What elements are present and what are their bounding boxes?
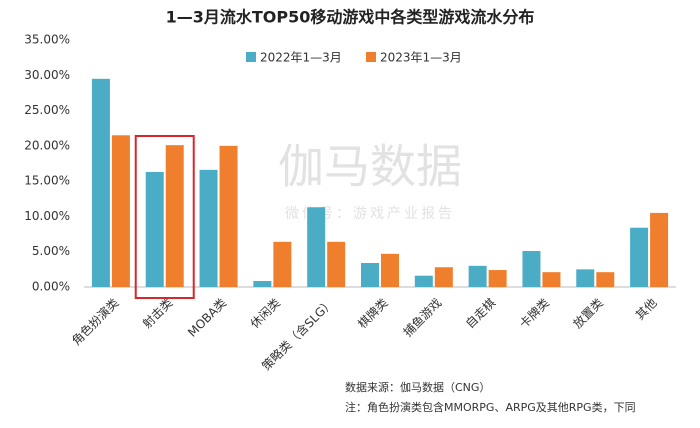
bar xyxy=(111,135,130,287)
highlight-box xyxy=(134,135,195,299)
x-tick-label: 休闲类 xyxy=(248,296,283,331)
bar xyxy=(165,145,184,287)
bar xyxy=(522,251,541,287)
legend-swatch xyxy=(366,52,376,62)
y-tick-label: 20.00% xyxy=(24,138,70,152)
x-tick-label: 角色扮演类 xyxy=(68,295,121,348)
x-tick-label: 捕鱼游戏 xyxy=(400,295,445,340)
chart-title: 1—3月流水TOP50移动游戏中各类型游戏流水分布 xyxy=(166,8,535,27)
legend-swatch xyxy=(246,52,256,62)
y-tick-label: 10.00% xyxy=(24,209,70,223)
x-tick-label: 卡牌类 xyxy=(517,296,552,331)
bar xyxy=(273,241,292,287)
x-tick-label: 其他 xyxy=(633,296,660,323)
y-tick-label: 0.00% xyxy=(32,280,70,294)
bar xyxy=(576,269,595,287)
x-tick-label: MOBA类 xyxy=(185,296,229,340)
bar xyxy=(596,272,615,287)
x-tick-label: 棋牌类 xyxy=(355,296,390,331)
bar xyxy=(434,267,453,287)
watermark-sub: 微信号：游戏产业报告 xyxy=(285,206,455,222)
bar xyxy=(361,263,379,287)
watermark: 伽马数据 xyxy=(278,140,462,194)
bar xyxy=(650,212,669,287)
bar xyxy=(381,253,399,287)
bar xyxy=(145,171,164,287)
x-tick-label: 放置类 xyxy=(570,295,606,331)
bar xyxy=(414,275,433,287)
bar xyxy=(91,78,110,287)
y-tick-label: 5.00% xyxy=(32,244,70,258)
bar xyxy=(219,145,238,287)
y-tick-label: 30.00% xyxy=(24,68,70,82)
bar xyxy=(307,207,326,287)
legend-label: 2022年1—3月 xyxy=(260,51,342,65)
y-tick-label: 15.00% xyxy=(24,174,70,188)
legend-label: 2023年1—3月 xyxy=(380,51,462,65)
y-tick-label: 35.00% xyxy=(24,33,70,47)
bar xyxy=(488,270,507,287)
bar xyxy=(542,272,561,287)
bar xyxy=(468,265,487,287)
y-tick-label: 25.00% xyxy=(24,103,70,117)
source: 数据来源：伽马数据（CNG） xyxy=(345,380,490,394)
bar xyxy=(327,241,346,287)
x-tick-label: 射击类 xyxy=(139,295,175,331)
bar xyxy=(630,227,649,287)
bar xyxy=(253,281,272,287)
x-tick-label: 自走棋 xyxy=(463,296,498,331)
bar xyxy=(199,169,218,287)
note: 注：角色扮演类包含MMORPG、ARPG及其他RPG类，下同 xyxy=(345,400,636,414)
